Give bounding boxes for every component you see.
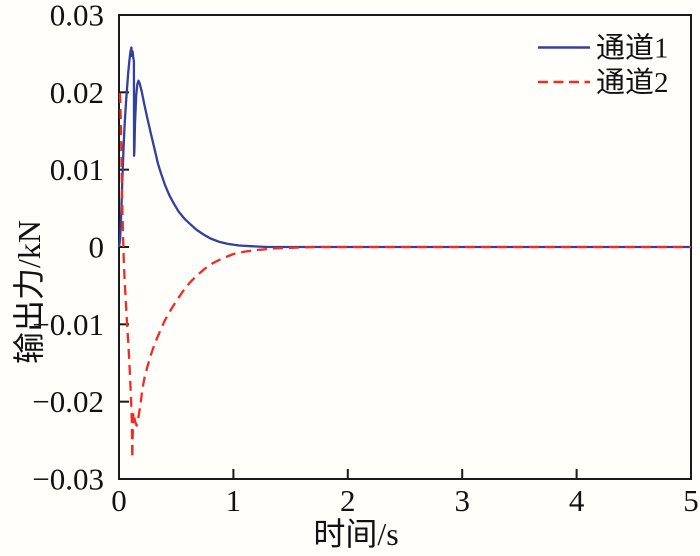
axis-ticks: 0 1 2 3 4 5 0.03 0.02 0.01 0 −0.01 −0.02 −0.03 [32,0,698,518]
y-tick-label: −0.01 [32,307,104,342]
y-tick-label: −0.02 [32,384,104,419]
legend: 通道1 通道2 [538,31,669,99]
y-tick-label: −0.03 [32,462,104,497]
legend-label-channel2: 通道2 [596,66,669,99]
x-axis-label: 时间/s [313,516,398,552]
y-tick-label: 0.03 [50,0,104,33]
series-line-channel2 [118,93,691,460]
legend-label-channel1: 通道1 [596,31,669,64]
y-tick-label: 0.01 [50,152,104,187]
y-tick-label: 0.02 [50,75,104,110]
x-tick-label: 5 [683,483,699,518]
y-tick-label: 0 [89,230,105,265]
y-axis-label: 输出力/kN [11,220,47,364]
x-tick-label: 0 [111,483,127,518]
x-tick-label: 4 [569,483,585,518]
x-tick-label: 1 [226,483,242,518]
plot-series [117,46,691,460]
x-tick-label: 3 [454,483,470,518]
x-tick-label: 2 [340,483,356,518]
series-line-channel1 [117,46,691,249]
